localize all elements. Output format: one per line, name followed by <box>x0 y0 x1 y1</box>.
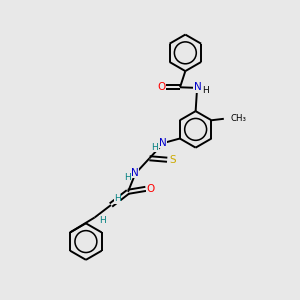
Text: H: H <box>114 194 121 203</box>
Text: O: O <box>158 82 166 92</box>
Text: N: N <box>194 82 202 92</box>
Text: CH₃: CH₃ <box>230 114 246 123</box>
Text: N: N <box>159 138 166 148</box>
Text: S: S <box>169 155 176 165</box>
Text: O: O <box>147 184 155 194</box>
Text: H: H <box>202 86 209 95</box>
Text: N: N <box>131 168 139 178</box>
Text: H: H <box>100 216 106 225</box>
Text: H: H <box>124 172 130 182</box>
Text: H: H <box>152 143 158 152</box>
